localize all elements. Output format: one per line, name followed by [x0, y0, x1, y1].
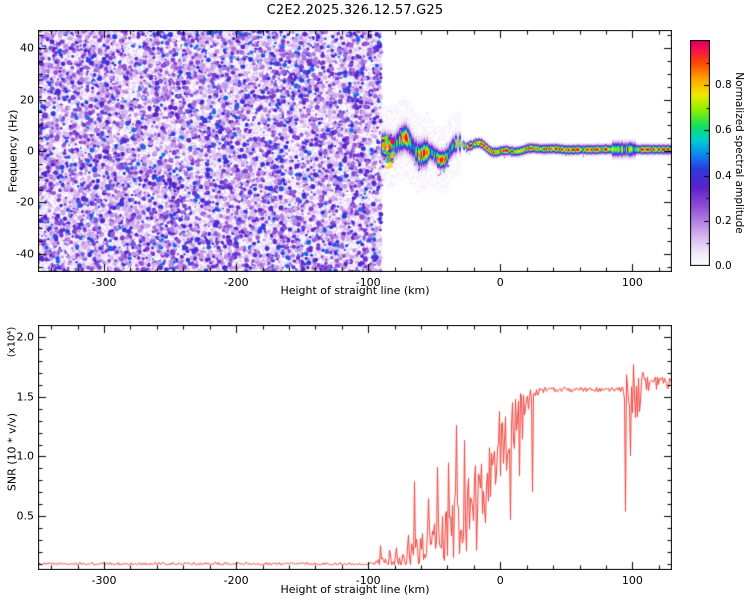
- snr-x-tick-label: -100: [355, 574, 381, 587]
- spectrogram-x-tick-label: 100: [621, 276, 643, 289]
- snr-x-tick-label: 100: [621, 574, 643, 587]
- colorbar: [690, 40, 710, 266]
- spectrogram-y-axis-label: Frequency (Hz): [6, 109, 20, 193]
- spectrogram-y-tick-label: -20: [16, 195, 34, 209]
- snr-y-tick-label: 0.5: [16, 509, 35, 523]
- colorbar-tick-label: 0.4: [715, 169, 732, 182]
- colorbar-tick-label: 0.0: [715, 260, 732, 272]
- snr-x-tick-label: -300: [91, 574, 117, 587]
- colorbar-tick-label: 0.6: [715, 124, 732, 137]
- spectrogram-y-tick-label: -40: [16, 247, 34, 261]
- snr-plot-canvas: [38, 325, 672, 570]
- snr-x-tick-label: -200: [223, 574, 249, 587]
- spectrogram-canvas: [38, 30, 672, 272]
- colorbar-tick-label: 0.2: [715, 214, 732, 227]
- colorbar-label: Normalized spectral amplitude: [733, 72, 745, 234]
- spectrogram-x-axis-label: Height of straight line (km): [280, 284, 430, 297]
- snr-x-axis-label: Height of straight line (km): [280, 583, 430, 596]
- spectrogram-x-tick-label: -200: [223, 276, 249, 289]
- colorbar-tick-label: 0.8: [715, 79, 732, 92]
- spectrogram-x-tick-label: -100: [355, 276, 381, 289]
- spectrogram-x-tick-label: 0: [496, 276, 504, 289]
- snr-y-tick-label: 2.0: [16, 330, 35, 344]
- snr-x-tick-label: 0: [496, 574, 504, 587]
- snr-y-tick-label: 1.0: [16, 449, 35, 463]
- figure-title: C2E2.2025.326.12.57.G25: [266, 3, 444, 18]
- spectrogram-y-tick-label: 20: [20, 93, 34, 106]
- spectrogram-y-tick-label: 40: [20, 41, 34, 55]
- spectrogram-x-tick-label: -300: [91, 276, 117, 289]
- snr-y-tick-label: 1.5: [16, 390, 35, 404]
- spectrogram-y-tick-label: 0: [27, 144, 34, 158]
